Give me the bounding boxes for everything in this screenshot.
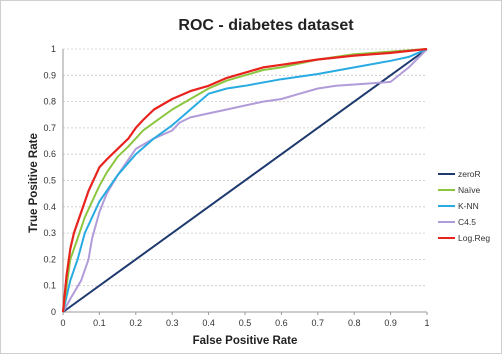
- x-tick-label: 0: [60, 318, 65, 328]
- x-tick-label: 1: [424, 318, 429, 328]
- x-tick-label: 0.4: [202, 318, 215, 328]
- y-tick-label: 0.4: [43, 202, 56, 212]
- series-line-zeror: [62, 48, 428, 313]
- x-tick-label: 0.5: [239, 318, 252, 328]
- y-tick-label: 0.3: [43, 228, 56, 238]
- x-tick-labels: 0 0.1 0.2 0.3 0.4 0.5 0.6 0.7 0.8 0.9 1: [60, 318, 429, 328]
- y-tick-label: 0: [51, 307, 56, 317]
- legend-label: Naïve: [458, 185, 480, 195]
- y-tick-label: 0.1: [43, 281, 56, 291]
- y-tick-label: 0.7: [43, 123, 56, 133]
- x-tick-label: 0.7: [312, 318, 325, 328]
- legend-label: Log.Reg: [458, 233, 490, 243]
- legend: zeroR Naïve K-NN C4.5 Log.Reg: [438, 169, 490, 243]
- y-tick-label: 0.9: [43, 70, 56, 80]
- series-lines: [61, 47, 428, 313]
- y-tick-label: 0.5: [43, 176, 56, 186]
- legend-label: C4.5: [458, 217, 476, 227]
- series-line-k-nn: [62, 48, 428, 313]
- y-tick-label: 1: [51, 44, 56, 54]
- series-line-c4-5: [62, 48, 428, 313]
- y-tick-label: 0.2: [43, 254, 56, 264]
- y-axis-label: True Positive Rate: [28, 133, 40, 233]
- chart-title: ROC - diabetes dataset: [178, 17, 354, 34]
- x-tick-label: 0.8: [348, 318, 361, 328]
- y-tick-label: 0.8: [43, 97, 56, 107]
- legend-label: zeroR: [458, 169, 481, 179]
- x-tick-label: 0.2: [130, 318, 143, 328]
- axes: [62, 49, 428, 315]
- y-tick-labels: 0 0.1 0.2 0.3 0.4 0.5 0.6 0.7 0.8 0.9 1: [43, 44, 56, 317]
- x-axis-label: False Positive Rate: [193, 335, 298, 347]
- legend-label: K-NN: [458, 201, 479, 211]
- x-tick-label: 0.1: [93, 318, 106, 328]
- x-tick-label: 0.3: [166, 318, 179, 328]
- y-tick-label: 0.6: [43, 149, 56, 159]
- x-tick-label: 0.9: [384, 318, 397, 328]
- series-line-log-reg: [61, 47, 428, 313]
- series-line-na-ve: [62, 48, 428, 313]
- grid-lines: [63, 48, 427, 287]
- x-tick-label: 0.6: [275, 318, 288, 328]
